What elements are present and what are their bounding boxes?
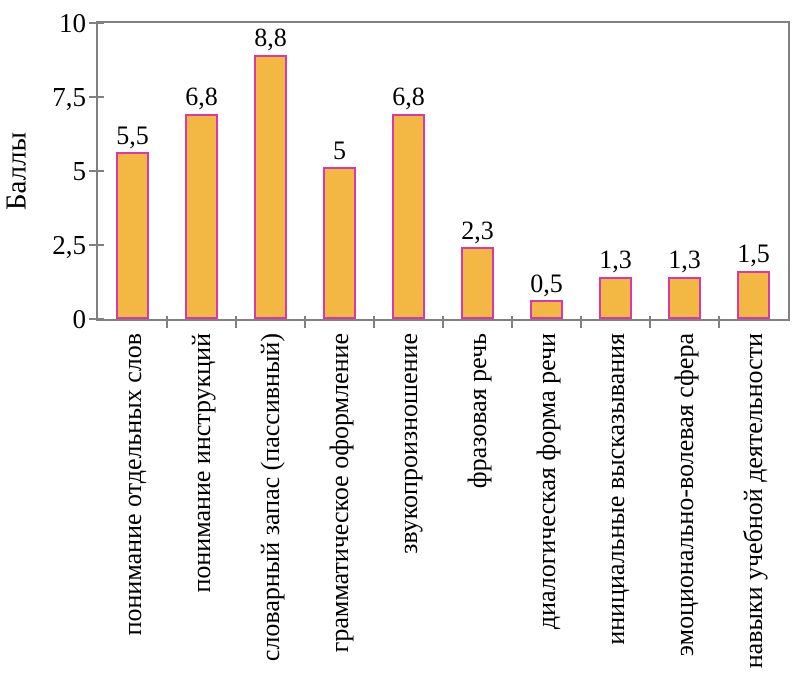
bar [323,167,356,319]
y-tick-mark [89,318,104,320]
x-category-label: грамматическое оформление [324,333,354,653]
x-tick-mark [373,316,375,328]
y-tick-mark [89,96,104,98]
x-tick-mark [511,316,513,328]
x-category-label: инициальные высказывания [600,333,630,645]
y-tick-label: 2,5 [52,230,86,260]
y-tick-mark [89,22,104,24]
x-tick-mark [580,316,582,328]
bar [116,152,149,319]
bar-value-label: 5,5 [116,120,149,150]
bar-value-label: 6,8 [185,82,218,112]
y-tick-label: 0 [72,304,87,334]
y-tick-label: 7,5 [52,82,86,112]
bar-value-label: 6,8 [392,82,425,112]
x-category-label: словарный запас (пассивный) [255,333,285,662]
x-category-label: фразовая речь [462,333,492,489]
bar [392,113,425,319]
bar [737,270,770,319]
bar-value-label: 1,3 [599,245,632,275]
x-tick-mark [718,316,720,328]
x-tick-mark [304,316,306,328]
x-tick-mark [442,316,444,328]
bar [254,54,287,319]
bar [185,113,218,319]
bar-value-label: 5 [333,135,346,165]
bar-value-label: 8,8 [254,23,287,53]
x-tick-mark [235,316,237,328]
bar [461,246,494,319]
bar-value-label: 1,5 [737,239,770,269]
bar [599,276,632,319]
x-category-label: эмоционально-волевая сфера [669,333,699,657]
x-tick-mark [649,316,651,328]
y-tick-mark [89,170,104,172]
bar-value-label: 0,5 [530,268,563,298]
x-category-label: навыки учебной деятельности [738,333,768,669]
plot-area: 5,5 6,8 8,8 5 6,8 2,3 0,5 1,3 1,3 1,5 [98,23,788,319]
bar [530,300,563,319]
y-tick-mark [89,244,104,246]
bar [668,276,701,319]
x-category-label: звукопроизношение [393,333,423,554]
x-category-label: диалогическая форма речи [531,333,561,630]
y-tick-label: 5 [72,156,87,186]
bar-value-label: 2,3 [461,215,494,245]
y-tick-label: 10 [59,8,86,38]
x-category-label: понимание инструкций [186,333,216,593]
x-tick-mark [166,316,168,328]
bar-value-label: 1,3 [668,245,701,275]
x-category-label: понимание отдельных слов [117,333,147,636]
